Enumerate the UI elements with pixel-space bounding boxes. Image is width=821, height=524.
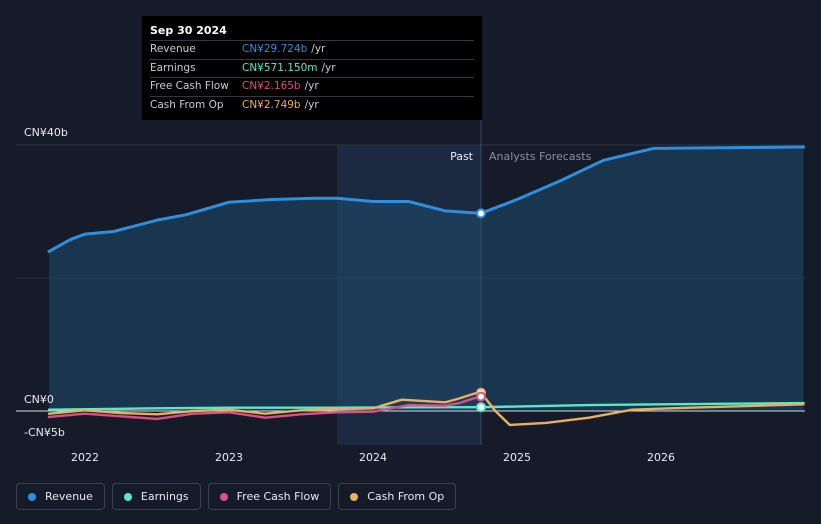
tooltip-unit: /yr: [311, 43, 326, 55]
earnings-line: [47, 401, 805, 411]
legend-label: Cash From Op: [367, 490, 445, 503]
tooltip-label: Revenue: [150, 43, 196, 55]
free-cash-flow-marker: [476, 391, 486, 402]
legend-dot-icon: [350, 492, 359, 501]
legend-label: Earnings: [140, 490, 189, 503]
data-tooltip: Sep 30 2024 Revenue CN¥29.724b /yr Earni…: [142, 16, 482, 120]
legend-dot-icon: [28, 492, 36, 501]
tooltip-row-earnings: Earnings CN¥571.150m /yr: [150, 58, 474, 78]
legend-item-free-cash-flow[interactable]: Free Cash Flow: [207, 483, 332, 510]
forecast-label: Analysts Forecasts: [489, 150, 592, 163]
tooltip-row-free-cash-flow: Free Cash Flow CN¥2.165b /yr: [150, 77, 474, 96]
legend-item-cash-from-op[interactable]: Cash From Op: [338, 483, 457, 510]
tooltip-row-cash-from-op: Cash From Op CN¥2.749b /yr: [150, 95, 474, 115]
revenue-area: [49, 146, 804, 411]
y-tick-label: -CN¥5b: [24, 426, 65, 439]
tooltip-unit: /yr: [304, 80, 319, 92]
tooltip-value: CN¥29.724b: [242, 43, 308, 55]
tooltip-unit: /yr: [321, 61, 336, 74]
y-tick-label: CN¥0: [24, 393, 54, 406]
free-cash-flow-line: [47, 395, 483, 421]
tooltip-row-revenue: Revenue CN¥29.724b /yr: [150, 40, 474, 59]
tooltip-value: CN¥2.749b: [242, 98, 301, 111]
x-tick-label: 2023: [215, 451, 243, 464]
legend-label: Free Cash Flow: [236, 490, 320, 503]
legend-item-revenue[interactable]: Revenue: [16, 483, 105, 510]
x-tick-label: 2026: [647, 451, 675, 464]
chart-legend: Revenue Earnings Free Cash Flow Cash Fro…: [16, 483, 457, 510]
tooltip-label: Cash From Op: [150, 98, 224, 111]
y-tick-label: CN¥40b: [24, 126, 68, 139]
tooltip-date: Sep 30 2024: [150, 24, 227, 37]
x-tick-label: 2022: [71, 451, 99, 464]
tooltip-value: CN¥2.165b: [242, 80, 301, 92]
legend-label: Revenue: [45, 490, 93, 503]
past-label: Past: [450, 150, 474, 163]
legend-dot-icon: [123, 492, 132, 501]
legend-item-earnings[interactable]: Earnings: [111, 483, 201, 510]
tooltip-label: Earnings: [150, 61, 196, 74]
x-tick-label: 2025: [503, 451, 531, 464]
tooltip-value: CN¥571.150m: [242, 61, 318, 74]
revenue-marker: [476, 208, 486, 219]
earnings-marker: [476, 402, 486, 413]
cash-from-op-line: [47, 391, 805, 427]
legend-dot-icon: [219, 492, 228, 501]
revenue-line: [47, 145, 806, 253]
x-tick-label: 2024: [359, 451, 387, 464]
tooltip-unit: /yr: [304, 98, 319, 111]
tooltip-label: Free Cash Flow: [150, 80, 229, 92]
